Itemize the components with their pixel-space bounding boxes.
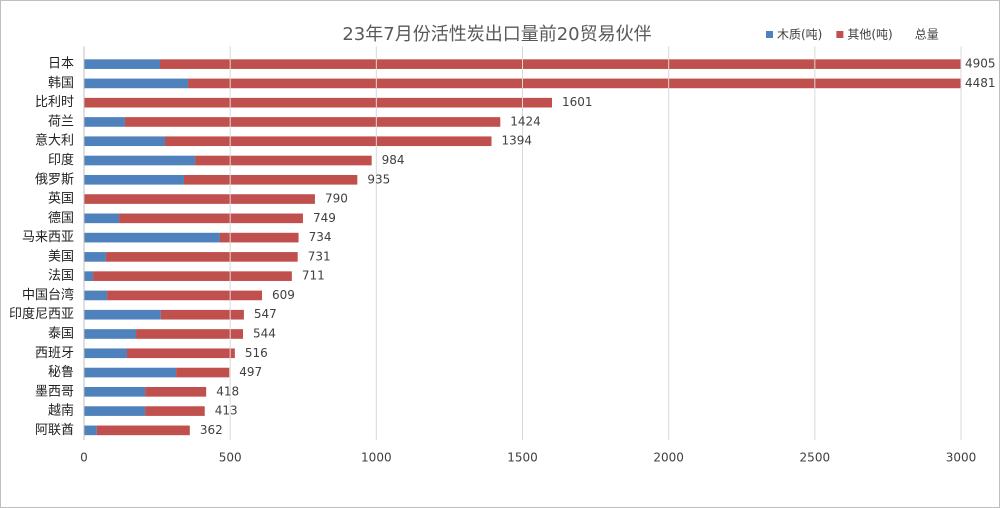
x-tick-label: 2000: [653, 451, 684, 465]
y-tick-label: 意大利: [35, 133, 74, 149]
bar-segment: [84, 252, 106, 262]
y-tick-label: 泰国: [48, 326, 74, 341]
bar-segment: [136, 329, 244, 339]
plot-area: [84, 59, 961, 436]
y-tick-label: 法国: [48, 269, 74, 284]
y-tick-label: 美国: [48, 249, 74, 264]
y-tick-label: 印度尼西亚: [9, 306, 74, 322]
bar-segment: [126, 348, 235, 359]
bar-segment: [84, 155, 196, 166]
bar-segment: [145, 386, 207, 397]
bar-segment: [84, 78, 189, 89]
data-label: 4481: [965, 76, 996, 90]
x-tick-label: 0: [80, 451, 88, 465]
data-label: 935: [367, 172, 390, 186]
y-tick-label: 印度: [48, 152, 74, 168]
bar-segment: [84, 386, 146, 397]
x-tick-label: 1500: [507, 451, 538, 465]
y-tick-label: 英国: [48, 192, 74, 207]
data-label: 1394: [502, 134, 533, 148]
bar-segment: [107, 290, 263, 301]
legend-label: 其他(吨): [847, 28, 892, 42]
bar-segment: [84, 117, 125, 127]
bar-segment: [84, 59, 161, 69]
x-tick-label: 3000: [946, 451, 977, 465]
x-tick-label: 500: [219, 451, 242, 465]
bar-segment: [84, 329, 137, 339]
y-tick-label: 日本: [48, 57, 74, 72]
y-tick-label: 韩国: [48, 76, 74, 91]
bar-segment: [164, 136, 492, 147]
bar-segment: [183, 174, 358, 185]
data-label: 734: [309, 230, 332, 244]
y-tick-label: 马来西亚: [22, 230, 74, 245]
bar-segment: [84, 406, 146, 416]
bar-segment: [84, 97, 553, 108]
data-label: 497: [239, 365, 262, 379]
bar-segment: [188, 78, 961, 89]
bar-segment: [84, 271, 94, 281]
bar-segment: [176, 367, 230, 378]
y-tick-label: 中国台湾: [22, 287, 74, 303]
bar-segment: [219, 232, 299, 243]
data-label: 516: [245, 346, 268, 360]
bar-segment: [93, 271, 292, 281]
bar-segment: [160, 59, 961, 69]
bar-segment: [96, 425, 190, 436]
legend-swatch: [836, 31, 844, 38]
data-label: 749: [313, 211, 336, 225]
y-tick-label: 墨西哥: [35, 384, 74, 399]
x-tick-label: 2500: [800, 451, 831, 465]
bar-segment: [84, 425, 97, 436]
data-label: 711: [302, 269, 325, 283]
bar-segment: [84, 213, 120, 224]
data-label: 547: [254, 307, 277, 321]
data-label: 413: [215, 404, 238, 418]
bar-segment: [84, 174, 184, 185]
y-tick-label: 西班牙: [35, 346, 74, 361]
bar-segment: [145, 406, 205, 416]
bar-segment: [84, 194, 315, 204]
bar-segment: [160, 309, 244, 320]
y-tick-label: 越南: [48, 403, 74, 419]
bar-segment: [105, 252, 298, 262]
data-label: 544: [253, 326, 276, 340]
y-tick-label: 比利时: [35, 95, 74, 110]
y-tick-label: 秘鲁: [48, 365, 74, 380]
data-label: 418: [216, 384, 239, 398]
y-tick-label: 荷兰: [48, 114, 74, 129]
x-tick-label: 1000: [361, 451, 392, 465]
data-label: 609: [272, 288, 295, 302]
bar-segment: [84, 348, 127, 359]
data-label: 731: [308, 249, 331, 263]
y-tick-label: 德国: [48, 211, 74, 226]
bar-segment: [84, 309, 161, 320]
legend-label: 总量: [915, 28, 939, 42]
bar-segment: [119, 213, 303, 224]
data-label: 1424: [510, 114, 541, 128]
legend-label: 木质(吨): [777, 28, 822, 42]
y-tick-label: 阿联酋: [35, 422, 74, 438]
bar-segment: [195, 155, 372, 166]
data-label: 984: [382, 153, 405, 167]
bar-segment: [84, 232, 220, 243]
y-tick-label: 俄罗斯: [35, 172, 74, 187]
data-label: 4905: [965, 57, 996, 71]
chart-title: 23年7月份活性炭出口量前20贸易伙伴: [342, 24, 651, 45]
data-label: 1601: [562, 95, 593, 109]
bar-segment: [84, 367, 177, 378]
bar-segment: [124, 117, 501, 127]
legend-swatch: [766, 31, 773, 38]
bar-segment: [84, 290, 108, 301]
data-label: 790: [325, 192, 348, 206]
data-label: 362: [200, 423, 223, 437]
bar-segment: [84, 136, 165, 147]
